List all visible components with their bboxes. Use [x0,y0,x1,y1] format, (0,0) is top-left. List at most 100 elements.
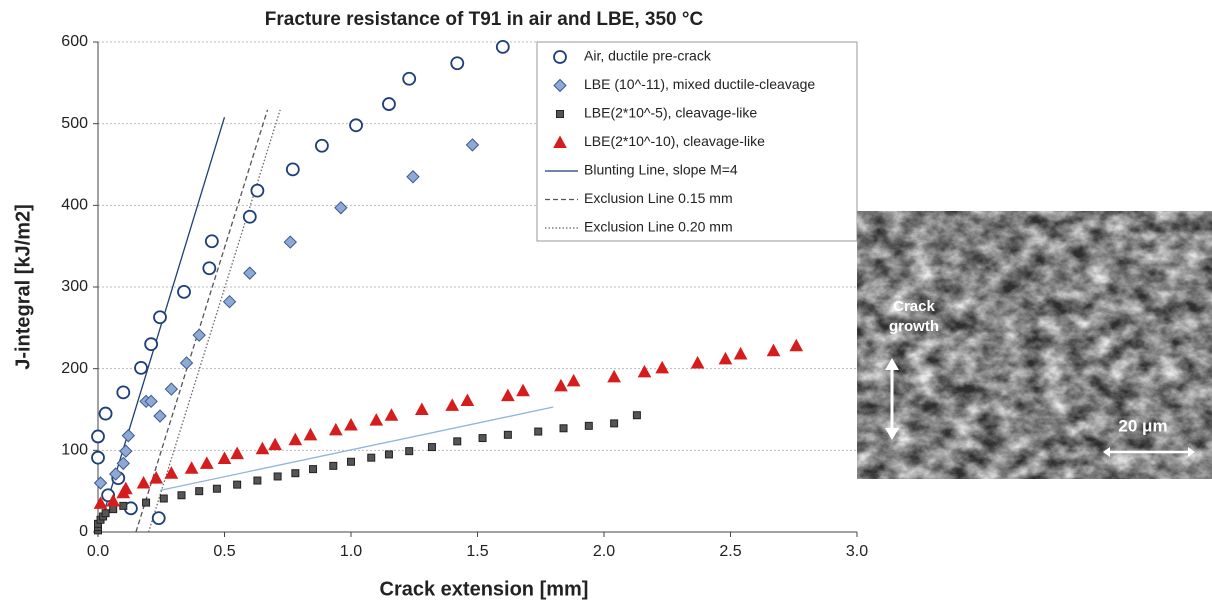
marker [291,469,300,478]
fit-line [147,109,281,533]
x-tick-label: 2.0 [593,543,615,560]
legend-box [536,41,858,242]
marker [230,446,244,460]
marker [637,364,652,378]
marker [367,453,376,462]
marker [288,432,303,446]
marker [503,430,512,439]
marker [309,465,318,474]
marker [222,294,237,309]
legend-label: Exclusion Line 0.20 mm [584,219,733,235]
marker [718,351,733,365]
sem-texture [857,211,1212,479]
marker [153,310,167,325]
marker [344,417,358,431]
marker [91,429,105,444]
marker [328,422,343,436]
marker [584,421,593,430]
x-tick-label: 0.0 [87,543,109,560]
marker [632,411,641,420]
marker [384,408,399,421]
marker [273,472,282,481]
marker [334,201,348,215]
legend: Air, ductile pre-crack LBE (10^-11), mixe… [545,48,815,235]
marker [109,467,123,481]
marker [177,284,191,299]
x-axis-label: Crack extension [mm] [380,578,589,600]
marker [119,444,133,458]
marker [453,437,462,446]
marker [179,356,194,370]
marker [184,461,199,474]
marker [250,183,265,198]
fit-line [135,109,269,533]
marker [495,40,510,54]
marker [283,235,297,249]
marker [134,360,148,375]
marker [610,419,619,428]
crack-label: growth [889,318,939,335]
marker [766,343,781,357]
marker [655,360,670,374]
marker [501,388,515,402]
marker [119,501,128,510]
marker [106,493,121,507]
chart-title: Fracture resistance of T91 in air and LB… [265,9,704,30]
marker [329,461,338,470]
marker [151,511,166,526]
x-tick-label: 1.0 [340,543,362,560]
marker [382,97,396,111]
marker [199,456,214,469]
marker [553,135,567,148]
marker [450,56,465,71]
y-tick-label: 100 [61,442,88,459]
marker [554,378,568,392]
marker [242,209,257,224]
marker [460,393,475,407]
marker [427,443,436,452]
marker [690,355,705,369]
marker [315,138,329,153]
marker [101,509,110,518]
marker [516,383,530,397]
marker [217,451,232,464]
marker [121,428,136,443]
crack-label: Crack [893,298,935,315]
marker [445,398,460,411]
marker [212,484,221,493]
marker [149,471,164,484]
marker [164,466,179,479]
y-tick-label: 500 [61,115,88,132]
sem-inset: Crack growth 20 μm [857,211,1212,479]
legend-label: LBE (10^-11), mixed ductile-cleavage [584,76,815,92]
legend-label: Air, ductile pre-crack [584,48,712,64]
legend-label: LBE(2*10^-10), cleavage-like [584,133,765,149]
x-tick-label: 3.0 [846,543,868,560]
marker [406,170,420,184]
y-axis-label: J-integral [kJ/m2] [12,204,34,370]
marker [349,118,363,133]
marker [98,406,113,421]
legend-label: Blunting Line, slope M=4 [584,162,738,178]
x-tick-label: 0.5 [213,543,235,560]
marker [414,402,429,415]
marker [202,261,217,276]
marker [465,138,480,152]
marker [159,494,168,503]
marker [233,480,242,489]
marker [478,434,487,443]
marker [303,427,318,441]
marker [607,369,621,383]
marker [553,50,567,64]
marker [91,450,105,465]
marker [733,346,748,360]
legend-label: LBE(2*10^-5), cleavage-like [584,105,757,121]
marker [164,382,179,396]
legend-label: Exclusion Line 0.15 mm [584,190,733,206]
marker [153,409,167,423]
y-tick-label: 600 [61,33,88,50]
marker [118,481,133,495]
fit-line [159,406,554,491]
marker [142,498,151,507]
